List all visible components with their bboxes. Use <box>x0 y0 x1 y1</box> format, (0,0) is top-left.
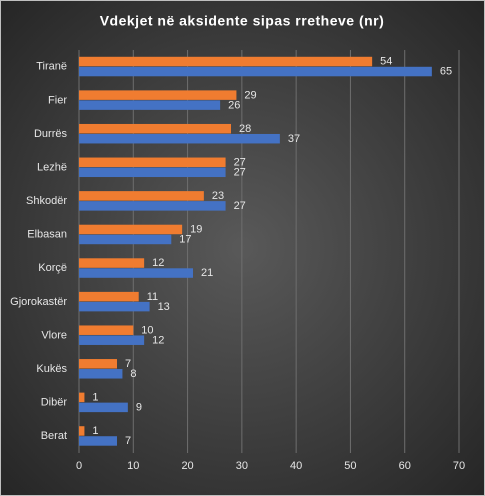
chart-title: Vdekjet në aksidente sipas rretheve (nr) <box>100 13 385 29</box>
data-label: 27 <box>234 166 246 178</box>
x-tick-label: 60 <box>399 460 411 472</box>
bar <box>79 325 134 335</box>
bar <box>79 90 237 100</box>
bar <box>79 258 145 268</box>
data-label: 17 <box>179 234 191 246</box>
bar <box>79 123 231 134</box>
bar <box>79 201 226 211</box>
bar <box>79 301 150 312</box>
data-label: 21 <box>201 267 213 279</box>
bar <box>79 359 117 369</box>
data-label: 19 <box>190 224 202 236</box>
y-tick-label: Shkodër <box>26 195 67 207</box>
bar <box>79 335 145 345</box>
bar <box>79 56 373 67</box>
data-label: 10 <box>141 324 153 336</box>
bar <box>79 436 117 446</box>
bar <box>79 402 128 413</box>
y-tick-label: Gjorokastër <box>10 296 67 308</box>
bar <box>79 100 221 110</box>
bar <box>79 234 172 245</box>
data-label: 11 <box>147 291 158 303</box>
x-tick-label: 50 <box>344 460 356 472</box>
y-tick-label: Vlore <box>41 329 67 341</box>
x-tick-label: 70 <box>453 460 465 472</box>
data-label: 9 <box>136 402 142 414</box>
bar <box>79 224 183 235</box>
y-tick-label: Durrës <box>34 128 68 140</box>
data-label: 13 <box>158 301 170 313</box>
bar <box>79 369 123 379</box>
x-tick-label: 10 <box>127 460 139 472</box>
bar <box>79 392 85 403</box>
bar <box>79 426 85 436</box>
data-label: 54 <box>380 56 392 68</box>
y-tick-label: Elbasan <box>27 229 67 241</box>
data-label: 26 <box>228 99 240 111</box>
y-tick-label: Lezhë <box>37 161 67 173</box>
y-tick-label: Dibër <box>41 397 68 409</box>
data-label: 1 <box>92 392 98 404</box>
x-tick-label: 40 <box>290 460 302 472</box>
x-tick-label: 30 <box>236 460 248 472</box>
data-label: 12 <box>152 257 164 269</box>
y-tick-label: Korçë <box>38 262 67 274</box>
bar <box>79 133 280 144</box>
bar <box>79 167 226 178</box>
bar <box>79 66 432 77</box>
data-label: 12 <box>152 334 164 346</box>
data-label: 7 <box>125 435 131 447</box>
data-label: 37 <box>288 133 300 145</box>
bar <box>79 268 193 278</box>
bar <box>79 291 139 302</box>
y-tick-label: Fier <box>48 94 67 106</box>
y-tick-label: Berat <box>41 430 67 442</box>
bar <box>79 157 226 168</box>
x-tick-label: 20 <box>181 460 193 472</box>
data-label: 23 <box>212 190 224 202</box>
data-label: 28 <box>239 123 251 135</box>
bar <box>79 191 204 201</box>
data-label: 1 <box>92 425 98 437</box>
x-tick-label: 0 <box>76 460 82 472</box>
data-label: 27 <box>234 156 246 168</box>
data-label: 7 <box>125 358 131 370</box>
data-label: 65 <box>440 66 452 78</box>
data-label: 27 <box>234 200 246 212</box>
y-tick-label: Tiranë <box>36 61 67 73</box>
y-tick-label: Kukës <box>36 363 67 375</box>
data-label: 8 <box>130 368 136 380</box>
data-label: 29 <box>244 89 256 101</box>
